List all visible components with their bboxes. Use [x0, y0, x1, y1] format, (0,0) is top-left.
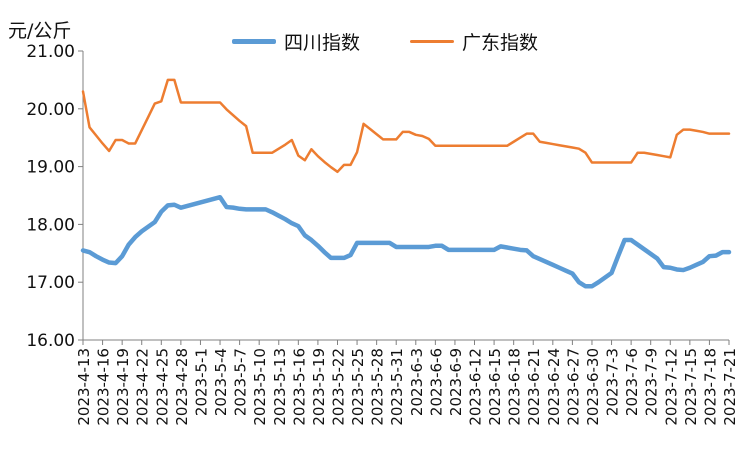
x-tick-label: 2023-7-15	[682, 348, 700, 426]
x-tick-label: 2023-6-30	[584, 348, 602, 426]
x-tick-label: 2023-5-19	[310, 348, 328, 426]
x-tick-label: 2023-6-18	[506, 348, 524, 426]
x-tick-label: 2023-5-13	[271, 348, 289, 426]
y-tick-label: 20.00	[26, 100, 75, 120]
x-tick-label: 2023-6-9	[447, 348, 465, 416]
x-tick-label: 2023-5-7	[232, 348, 250, 416]
series-line-guangdong	[81, 78, 731, 174]
y-axis: 16.00 17.00 18.00 19.00 20.00 21.00	[26, 42, 84, 351]
y-tick-label: 19.00	[26, 158, 75, 178]
x-tick-label: 2023-5-4	[212, 348, 230, 416]
x-tick-label: 2023-5-25	[349, 348, 367, 426]
x-tick-label: 2023-6-24	[545, 348, 563, 426]
x-tick-label: 2023-7-9	[643, 348, 661, 416]
x-tick-label: 2023-6-6	[427, 348, 445, 416]
legend-label-sichuan: 四川指数	[284, 32, 361, 54]
x-tick-label: 2023-4-13	[75, 348, 93, 426]
x-tick-label: 2023-4-25	[153, 348, 171, 426]
plot-area	[80, 78, 732, 289]
x-tick-label: 2023-5-31	[388, 348, 406, 426]
x-tick-label: 2023-4-19	[114, 348, 132, 426]
series-line-sichuan	[80, 194, 732, 289]
x-tick-label: 2023-7-6	[623, 348, 641, 416]
x-tick-label: 2023-5-28	[369, 348, 387, 426]
x-tick-label: 2023-5-22	[329, 348, 347, 426]
y-tick-label: 21.00	[26, 42, 75, 62]
legend-item-guangdong: 广东指数	[410, 28, 538, 55]
x-tick-label: 2023-6-27	[564, 348, 582, 426]
x-axis: 2023-4-13 2023-4-16 2023-4-19 2023-4-22 2023…	[75, 339, 739, 426]
x-tick-label: 2023-7-3	[604, 348, 622, 416]
x-tick-label: 2023-6-15	[486, 348, 504, 426]
x-tick-label: 2023-7-12	[662, 348, 680, 426]
x-tick-label: 2023-7-18	[701, 348, 719, 426]
y-axis-unit-label: 元/公斤	[8, 20, 72, 42]
x-tick-label: 2023-4-28	[173, 348, 191, 426]
x-tick-label: 2023-5-1	[192, 348, 210, 416]
x-tick-label: 2023-7-21	[721, 348, 739, 426]
x-tick-label: 2023-6-12	[467, 348, 485, 426]
x-tick-label: 2023-4-16	[95, 348, 113, 426]
x-tick-label: 2023-4-22	[134, 348, 152, 426]
legend-swatch-guangdong	[410, 40, 454, 43]
x-tick-label: 2023-6-3	[408, 348, 426, 416]
y-tick-label: 16.00	[26, 331, 75, 351]
legend-label-guangdong: 广东指数	[462, 32, 539, 54]
x-tick-label: 2023-5-10	[251, 348, 269, 426]
y-tick-label: 17.00	[26, 273, 75, 293]
x-tick-label: 2023-6-21	[525, 348, 543, 426]
x-tick-label: 2023-5-16	[290, 348, 308, 426]
legend-item-sichuan: 四川指数	[232, 28, 360, 55]
y-tick-label: 18.00	[26, 215, 75, 235]
legend-swatch-sichuan	[232, 39, 276, 44]
